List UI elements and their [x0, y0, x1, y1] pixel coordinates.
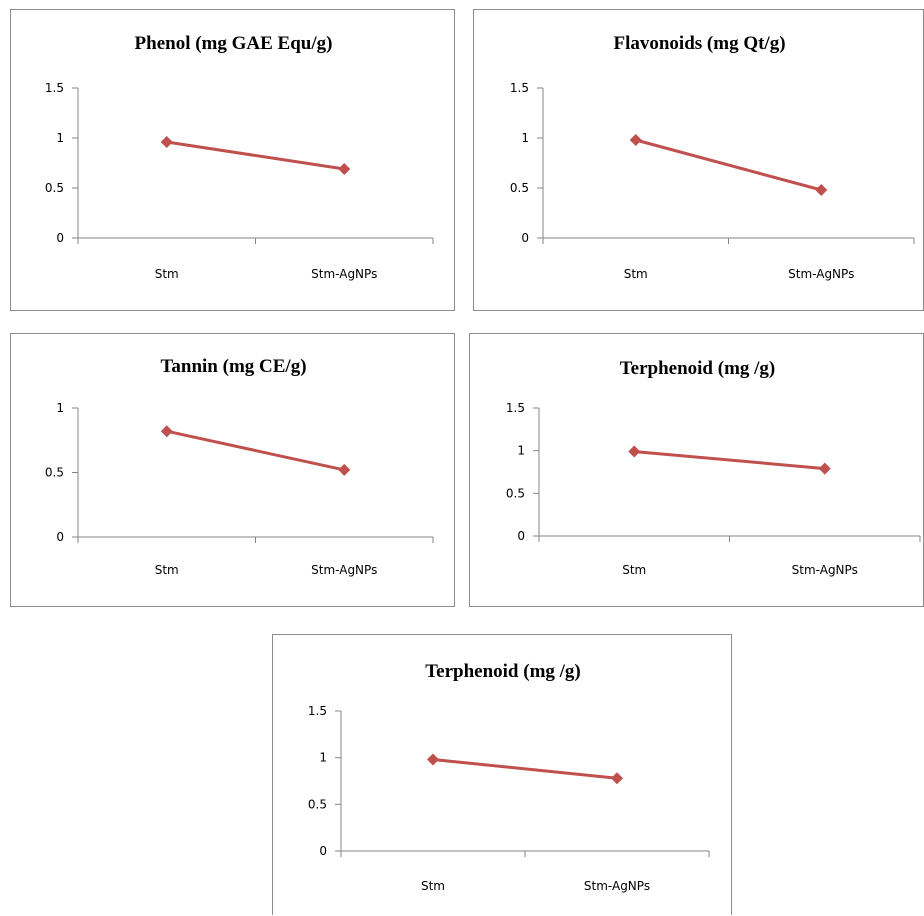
y-tick-label: 0.5 [308, 797, 327, 811]
terphenoid-chart: Terphenoid (mg /g) 0 0.5 1 1.5 Stm Stm-AgNPs [469, 333, 924, 607]
y-tick-label: 1 [56, 401, 64, 415]
x-category-label: Stm-AgNPs [584, 879, 650, 893]
series-line [166, 429, 345, 472]
y-tick-label: 1 [56, 131, 64, 145]
data-point-marker [629, 134, 642, 146]
y-tick-label: 1.5 [45, 81, 64, 95]
y-tick-label: 0.5 [45, 466, 64, 480]
y-tick-label: 0 [319, 844, 327, 858]
y-tick-label: 0 [517, 529, 525, 543]
y-tick-label: 0 [56, 530, 64, 544]
series-line [166, 140, 345, 171]
y-tick-label: 1.5 [308, 704, 327, 718]
series-line [432, 758, 618, 780]
x-category-label: Stm [622, 563, 646, 577]
x-category-label: Stm [155, 563, 179, 577]
data-point-marker [815, 184, 828, 196]
data-point-marker [160, 136, 173, 148]
chart-title: Flavonoids (mg Qt/g) [613, 33, 785, 54]
x-category-label: Stm [155, 267, 179, 281]
x-category-label: Stm-AgNPs [311, 563, 377, 577]
chart-svg: Flavonoids (mg Qt/g) 0 0.5 1 1.5 Stm Stm-AgNPs [510, 33, 915, 281]
y-tick-label: 1 [319, 751, 327, 765]
chart-svg: Phenol (mg GAE Equ/g) 0 0.5 1 1.5 Stm Stm-AgNP… [45, 33, 434, 281]
y-tick-label: 0.5 [510, 181, 529, 195]
y-tick-label: 1.5 [510, 81, 529, 95]
data-point-marker [160, 425, 173, 438]
data-point-marker [338, 463, 351, 476]
tannin-chart: Tannin (mg CE/g) 0 0.5 1 Stm Stm-AgNPs [10, 333, 455, 607]
terphenoid-chart-bottom: Terphenoid (mg /g) 0 0.5 1 1.5 Stm Stm-AgNPs [272, 634, 732, 915]
flavonoids-chart: Flavonoids (mg Qt/g) 0 0.5 1 1.5 Stm Stm-AgNPs [473, 9, 924, 311]
data-point-marker [611, 772, 623, 785]
x-category-label: Stm-AgNPs [792, 563, 858, 577]
data-point-marker [338, 163, 351, 175]
chart-svg: Terphenoid (mg /g) 0 0.5 1 1.5 Stm Stm-AgNPs [506, 358, 921, 577]
y-tick-label: 1 [521, 131, 529, 145]
chart-svg: Tannin (mg CE/g) 0 0.5 1 Stm Stm-AgNPs [45, 356, 434, 577]
y-tick-label: 1.5 [506, 401, 525, 415]
x-category-label: Stm [624, 267, 648, 281]
series-line [635, 138, 822, 192]
x-category-label: Stm-AgNPs [788, 267, 854, 281]
y-tick-label: 0 [56, 231, 64, 245]
chart-svg: Terphenoid (mg /g) 0 0.5 1 1.5 Stm Stm-AgNPs [308, 661, 710, 893]
series-line [634, 450, 825, 471]
chart-title: Tannin (mg CE/g) [160, 356, 306, 377]
chart-title: Phenol (mg GAE Equ/g) [135, 33, 333, 54]
y-tick-label: 1 [517, 444, 525, 458]
data-point-marker [628, 445, 641, 458]
data-point-marker [818, 462, 831, 475]
data-point-marker [427, 753, 439, 766]
x-category-label: Stm [421, 879, 445, 893]
y-tick-label: 0.5 [506, 486, 525, 500]
phenol-chart: Phenol (mg GAE Equ/g) 0 0.5 1 1.5 Stm Stm-AgNP… [10, 9, 455, 311]
chart-title: Terphenoid (mg /g) [425, 661, 581, 682]
y-tick-label: 0 [521, 231, 529, 245]
y-tick-label: 0.5 [45, 181, 64, 195]
chart-title: Terphenoid (mg /g) [620, 358, 776, 379]
x-category-label: Stm-AgNPs [311, 267, 377, 281]
